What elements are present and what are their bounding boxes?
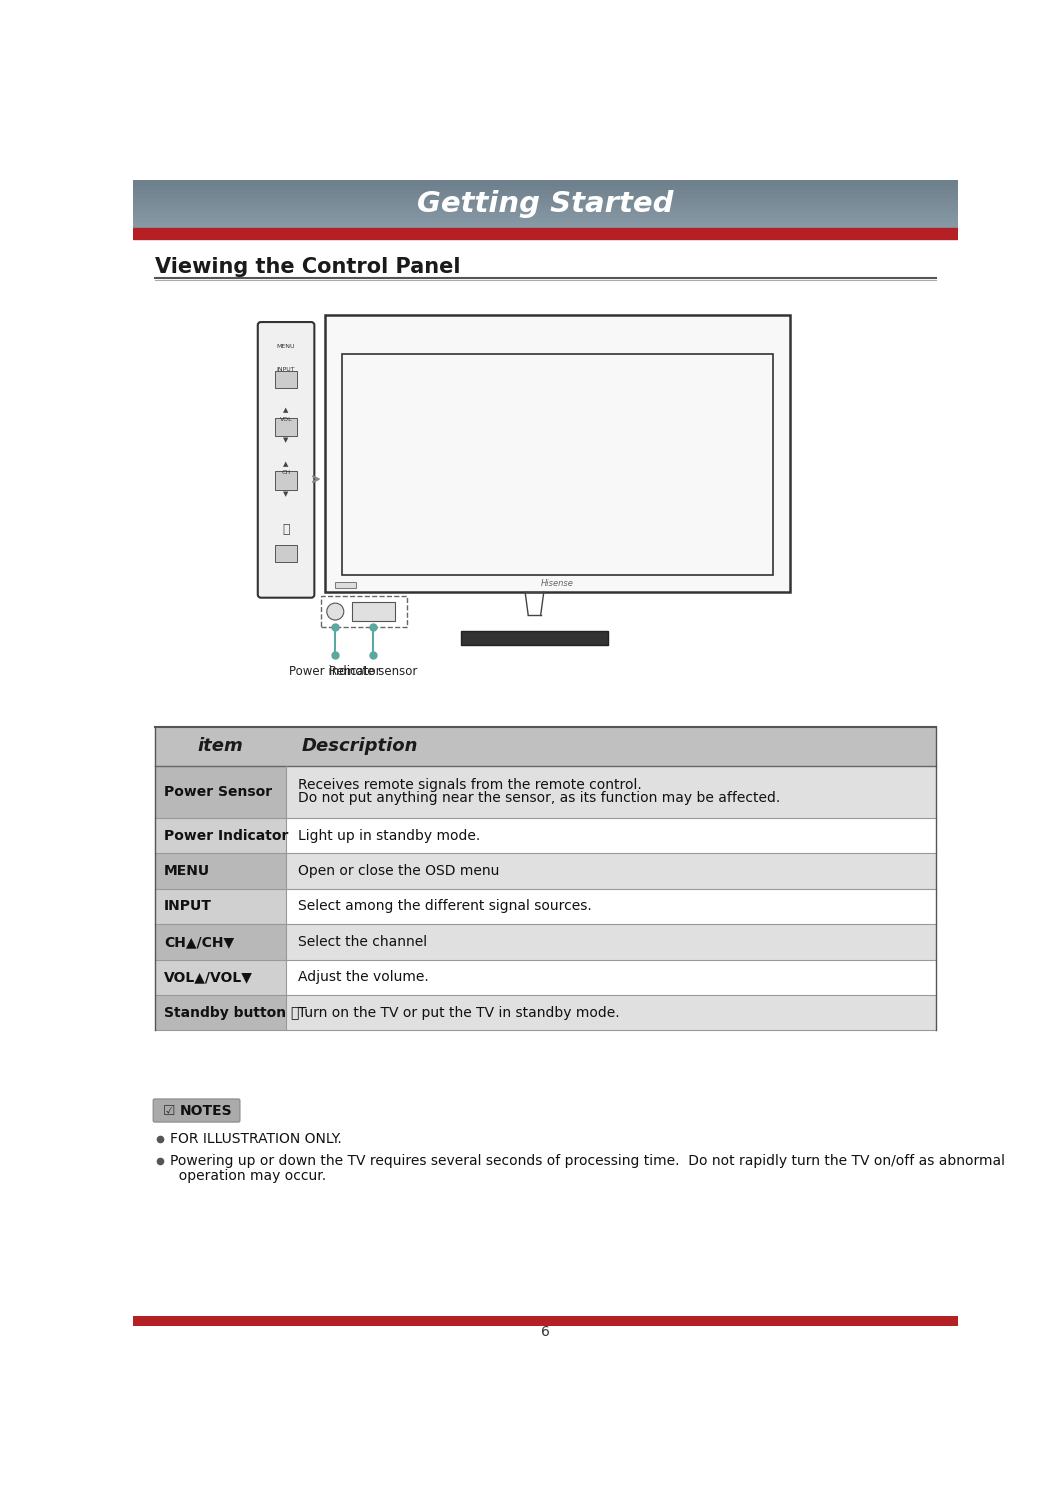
Text: Power indicator: Power indicator (289, 664, 381, 678)
Bar (276, 371, 297, 388)
Bar (326, 316, 791, 592)
Text: item: item (198, 738, 244, 756)
Bar (276, 418, 297, 436)
FancyBboxPatch shape (257, 322, 314, 598)
Text: Power Indicator: Power Indicator (164, 828, 288, 843)
Text: operation may occur.: operation may occur. (170, 1169, 327, 1183)
Text: Description: Description (302, 738, 418, 756)
Text: Hisense: Hisense (542, 579, 575, 588)
Bar (154, 888, 286, 924)
Text: ⏻: ⏻ (282, 523, 289, 535)
Bar (154, 888, 936, 924)
Bar (343, 353, 774, 576)
Text: Getting Started: Getting Started (417, 191, 674, 218)
Bar (154, 818, 936, 854)
Text: INPUT: INPUT (164, 899, 212, 914)
Circle shape (327, 603, 344, 621)
Text: ▼: ▼ (283, 491, 288, 497)
Bar (352, 601, 395, 621)
Bar (154, 818, 286, 854)
Text: ☑: ☑ (163, 1103, 174, 1118)
Text: Adjust the volume.: Adjust the volume. (298, 971, 429, 984)
Bar (154, 765, 936, 818)
Bar (133, 228, 958, 239)
Bar (321, 597, 406, 627)
Text: ▲: ▲ (283, 407, 288, 413)
Bar (133, 1317, 958, 1326)
Text: Turn on the TV or put the TV in standby mode.: Turn on the TV or put the TV in standby … (298, 1006, 619, 1019)
Bar (154, 995, 936, 1031)
Text: MENU: MENU (277, 344, 296, 349)
Text: Do not put anything near the sensor, as its function may be affected.: Do not put anything near the sensor, as … (298, 791, 780, 806)
Text: CH▲/CH▼: CH▲/CH▼ (164, 935, 234, 948)
Bar (461, 631, 608, 645)
Text: Standby button ⏻: Standby button ⏻ (164, 1006, 299, 1019)
Bar (154, 924, 936, 959)
Bar (154, 924, 286, 959)
Text: Select the channel: Select the channel (298, 935, 428, 948)
Text: Receives remote signals from the remote control.: Receives remote signals from the remote … (298, 779, 642, 792)
Text: ▲: ▲ (283, 461, 288, 467)
Text: ▼: ▼ (283, 437, 288, 443)
Bar (154, 959, 286, 995)
Text: VOL: VOL (280, 416, 293, 421)
Text: Open or close the OSD menu: Open or close the OSD menu (298, 864, 499, 878)
Text: CH: CH (282, 470, 290, 475)
Text: FOR ILLUSTRATION ONLY.: FOR ILLUSTRATION ONLY. (170, 1132, 342, 1145)
Text: NOTES: NOTES (180, 1103, 232, 1118)
Text: Light up in standby mode.: Light up in standby mode. (298, 828, 480, 843)
Text: VOL▲/VOL▼: VOL▲/VOL▼ (164, 971, 253, 984)
Bar (154, 854, 936, 888)
Text: Powering up or down the TV requires several seconds of processing time.  Do not : Powering up or down the TV requires seve… (170, 1154, 1005, 1168)
Text: 6: 6 (541, 1326, 550, 1339)
Bar (154, 765, 286, 818)
Bar (276, 544, 297, 562)
Text: INPUT: INPUT (277, 367, 296, 373)
Text: Select among the different signal sources.: Select among the different signal source… (298, 899, 592, 914)
Text: MENU: MENU (164, 864, 210, 878)
Bar (154, 959, 936, 995)
Bar (154, 727, 936, 765)
FancyBboxPatch shape (153, 1099, 240, 1123)
Bar (154, 854, 286, 888)
Bar (276, 472, 297, 490)
Text: Power Sensor: Power Sensor (164, 785, 272, 798)
Bar (334, 582, 356, 588)
Text: Viewing the Control Panel: Viewing the Control Panel (154, 257, 461, 277)
Text: Remote sensor: Remote sensor (329, 664, 417, 678)
Bar (154, 995, 286, 1031)
